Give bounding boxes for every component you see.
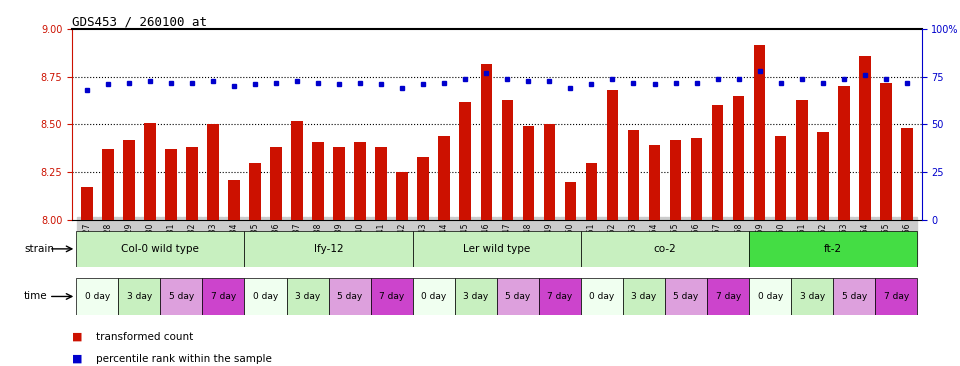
Text: 5 day: 5 day xyxy=(505,292,531,301)
Bar xyxy=(245,231,413,267)
Bar xyxy=(291,121,302,220)
Bar xyxy=(250,163,261,220)
Bar xyxy=(207,124,219,220)
Bar xyxy=(791,278,833,315)
Bar xyxy=(160,278,203,315)
Bar xyxy=(581,278,623,315)
Text: 0 day: 0 day xyxy=(84,292,109,301)
Text: 7 day: 7 day xyxy=(379,292,404,301)
Bar xyxy=(186,147,198,220)
Bar xyxy=(118,278,160,315)
Bar xyxy=(501,100,513,220)
Text: percentile rank within the sample: percentile rank within the sample xyxy=(96,354,272,364)
Bar xyxy=(81,187,92,220)
Bar xyxy=(817,132,828,220)
Bar xyxy=(396,172,408,220)
Bar xyxy=(628,130,639,220)
Bar xyxy=(413,278,455,315)
Text: 5 day: 5 day xyxy=(169,292,194,301)
Text: 7 day: 7 day xyxy=(884,292,909,301)
Text: 3 day: 3 day xyxy=(632,292,657,301)
Text: 7 day: 7 day xyxy=(715,292,741,301)
Bar xyxy=(649,145,660,220)
Text: 7 day: 7 day xyxy=(547,292,572,301)
Bar xyxy=(754,45,765,220)
Text: 3 day: 3 day xyxy=(463,292,489,301)
Text: co-2: co-2 xyxy=(654,244,677,254)
Text: ■: ■ xyxy=(72,354,83,364)
Bar xyxy=(833,278,876,315)
Text: strain: strain xyxy=(24,244,54,254)
Bar xyxy=(581,231,749,267)
Bar xyxy=(901,128,913,220)
Bar xyxy=(732,96,744,220)
Bar xyxy=(539,278,581,315)
Text: 7 day: 7 day xyxy=(211,292,236,301)
Bar xyxy=(270,147,282,220)
Bar xyxy=(165,149,177,220)
Bar xyxy=(371,278,413,315)
Bar xyxy=(859,56,871,220)
Bar xyxy=(203,278,245,315)
Text: 5 day: 5 day xyxy=(842,292,867,301)
Text: time: time xyxy=(24,291,48,302)
Text: 5 day: 5 day xyxy=(337,292,362,301)
Bar xyxy=(838,86,850,220)
Bar xyxy=(418,157,429,220)
Text: 3 day: 3 day xyxy=(127,292,152,301)
Text: ■: ■ xyxy=(72,332,83,342)
Text: Ler wild type: Ler wild type xyxy=(463,244,531,254)
Bar xyxy=(144,123,156,220)
Text: 0 day: 0 day xyxy=(589,292,614,301)
Text: 3 day: 3 day xyxy=(800,292,825,301)
Bar xyxy=(328,278,371,315)
Text: GDS453 / 260100_at: GDS453 / 260100_at xyxy=(72,15,207,28)
Bar xyxy=(354,142,366,220)
Bar xyxy=(481,64,492,220)
Bar xyxy=(455,278,497,315)
Bar xyxy=(286,278,328,315)
Bar xyxy=(102,149,113,220)
Text: 0 day: 0 day xyxy=(252,292,278,301)
Bar xyxy=(543,124,555,220)
Text: 0 day: 0 day xyxy=(421,292,446,301)
Bar xyxy=(876,278,918,315)
Bar xyxy=(607,90,618,220)
Bar xyxy=(586,163,597,220)
Bar xyxy=(460,102,471,220)
Bar xyxy=(228,180,240,220)
Bar xyxy=(796,100,807,220)
Bar xyxy=(76,231,245,267)
Bar xyxy=(413,231,581,267)
Bar xyxy=(880,83,892,220)
Bar xyxy=(670,140,682,220)
Bar xyxy=(245,278,286,315)
Bar xyxy=(623,278,665,315)
Bar xyxy=(123,140,134,220)
Bar xyxy=(333,147,345,220)
Bar xyxy=(708,278,749,315)
Bar xyxy=(76,278,118,315)
Bar xyxy=(711,105,724,220)
Bar xyxy=(522,126,534,220)
Bar xyxy=(749,231,918,267)
Text: 3 day: 3 day xyxy=(295,292,320,301)
Text: ft-2: ft-2 xyxy=(825,244,842,254)
Bar xyxy=(691,138,703,220)
Bar xyxy=(312,142,324,220)
Bar xyxy=(665,278,708,315)
Bar xyxy=(439,136,450,220)
Text: 0 day: 0 day xyxy=(757,292,782,301)
Bar xyxy=(375,147,387,220)
Text: Col-0 wild type: Col-0 wild type xyxy=(121,244,200,254)
Text: transformed count: transformed count xyxy=(96,332,193,342)
Text: lfy-12: lfy-12 xyxy=(314,244,344,254)
Bar xyxy=(749,278,791,315)
Bar xyxy=(775,136,786,220)
Bar xyxy=(564,182,576,220)
Bar xyxy=(497,278,539,315)
Text: 5 day: 5 day xyxy=(674,292,699,301)
